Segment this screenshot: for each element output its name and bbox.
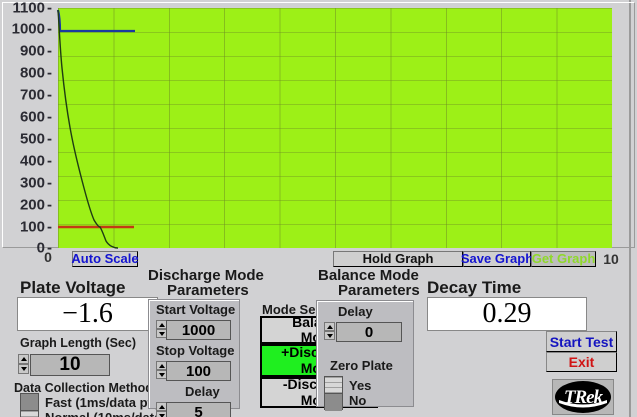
svg-text:TRek: TRek	[564, 387, 604, 408]
